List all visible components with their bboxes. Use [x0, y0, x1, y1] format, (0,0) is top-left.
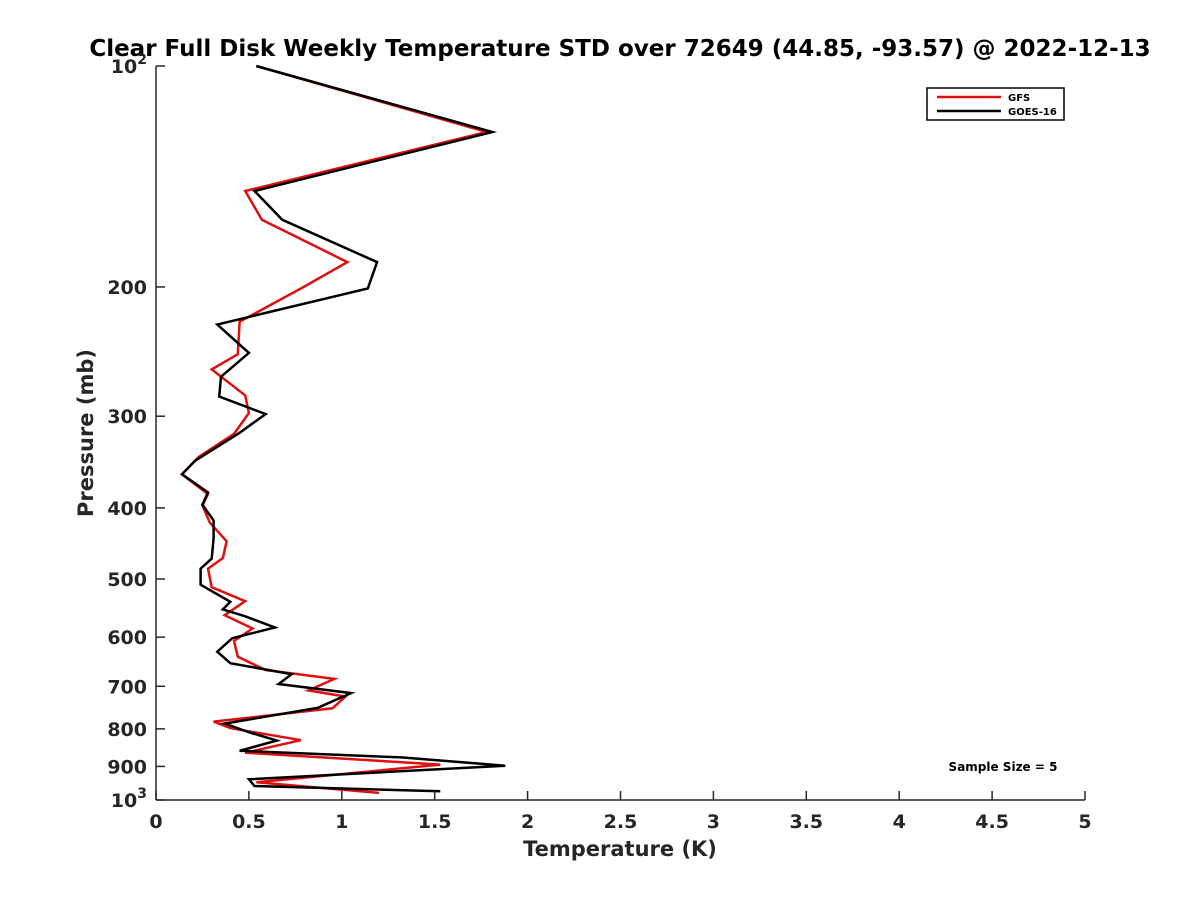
x-tick-label: 2	[521, 811, 534, 833]
legend-label: GOES-16	[1008, 107, 1057, 118]
x-tick-label: 3	[707, 811, 720, 833]
x-tick-label: 5	[1078, 811, 1091, 833]
y-tick-label: 800	[107, 719, 147, 741]
y-tick-label: 103	[111, 786, 147, 812]
series-line-goes-16	[180, 64, 506, 793]
x-tick-label: 3.5	[789, 811, 823, 833]
legend-label: GFS	[1008, 93, 1030, 104]
x-tick-label: 1	[335, 811, 348, 833]
x-tick-label: 0.5	[232, 811, 266, 833]
y-tick-label: 500	[107, 569, 147, 591]
x-tick-label: 4.5	[975, 811, 1009, 833]
x-tick-label: 2.5	[604, 811, 638, 833]
x-tick-label: 1.5	[418, 811, 452, 833]
y-tick-label: 300	[107, 406, 147, 428]
chart-title: Clear Full Disk Weekly Temperature STD o…	[89, 36, 1150, 62]
y-tick-label: 200	[107, 277, 147, 299]
sample-size-annotation: Sample Size = 5	[949, 760, 1058, 774]
x-tick-label: 0	[149, 811, 162, 833]
x-axis-label: Temperature (K)	[523, 837, 717, 861]
x-axis-ticks: 0 0.5 1 1.5 2 2.5 3 3.5 4 4.5 5	[149, 791, 1092, 833]
y-tick-label: 900	[107, 756, 147, 778]
legend-box	[926, 87, 1065, 121]
y-axis-ticks: 102 200 300 400 500 600 700 800 900 103	[107, 52, 165, 812]
legend: GFS GOES-16	[926, 87, 1065, 121]
plot-series	[180, 64, 506, 795]
y-axis-label: Pressure (mb)	[74, 349, 98, 517]
series-line-gfs	[180, 64, 492, 795]
y-tick-label: 700	[107, 676, 147, 698]
x-tick-label: 4	[893, 811, 906, 833]
y-tick-label: 102	[111, 52, 147, 78]
y-tick-label: 600	[107, 627, 147, 649]
y-tick-label: 400	[107, 498, 147, 520]
